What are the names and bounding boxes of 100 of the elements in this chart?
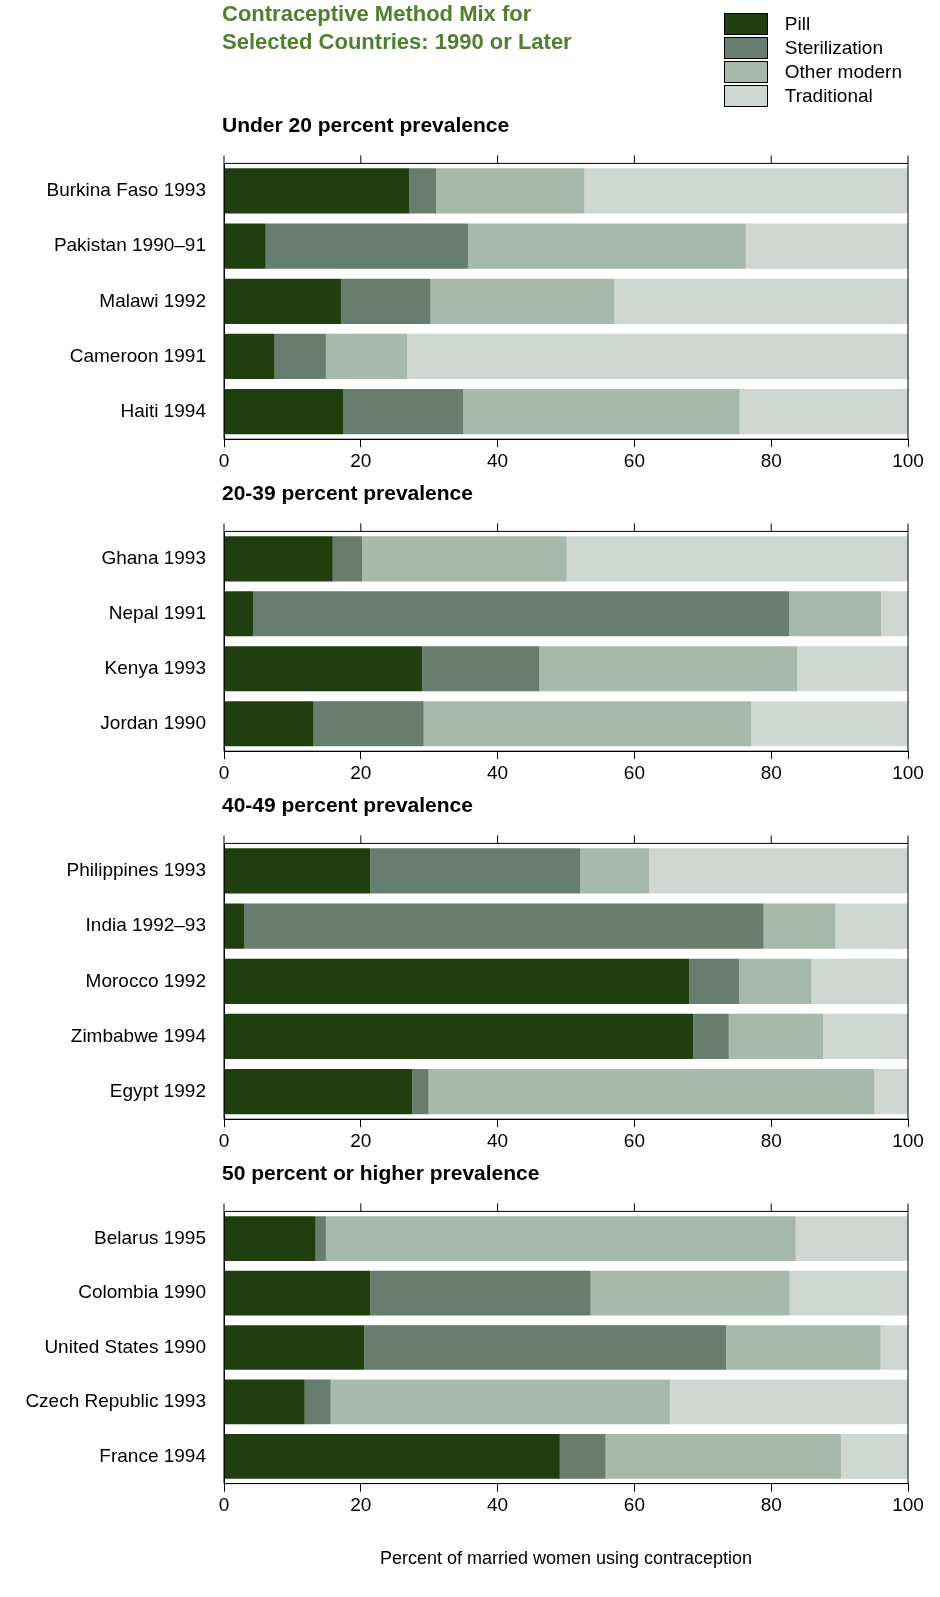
bar [407, 333, 908, 380]
y-tick-label: Haiti 1994 [120, 399, 207, 421]
chart-title: 40-49 percent prevalence [222, 792, 474, 818]
bar [726, 1325, 881, 1370]
bar [362, 536, 567, 582]
y-tick-label: Kenya 1993 [104, 657, 206, 679]
y-tick-label: Pakistan 1990–91 [53, 234, 206, 256]
bar [789, 1270, 908, 1316]
x-tick-label: 60 [623, 761, 645, 783]
bar [224, 536, 333, 582]
bar [669, 1379, 908, 1425]
chart-subtitle: Under 20 percent prevalence [222, 112, 511, 138]
legend-label: Sterilization [784, 37, 883, 59]
bar [325, 1216, 796, 1261]
bar [728, 1013, 824, 1060]
bar [224, 701, 314, 747]
bar [224, 168, 410, 214]
bar [649, 848, 908, 894]
bar [224, 646, 423, 692]
x-tick-label: 60 [623, 1494, 645, 1516]
x-tick-label: 20 [350, 1494, 372, 1516]
bar [412, 1069, 429, 1115]
y-tick-label: Jordan 1990 [100, 711, 206, 733]
bar [315, 1216, 326, 1261]
legend-label: Other modern [784, 61, 902, 83]
y-tick-label: Malawi 1992 [99, 289, 206, 311]
bar [370, 1270, 591, 1316]
bar [313, 701, 424, 747]
y-tick-label: France 1994 [99, 1444, 207, 1466]
bar [224, 1013, 694, 1060]
bar [428, 1069, 875, 1115]
chart-title: 20-39 percent prevalence [222, 480, 474, 506]
bar [224, 1434, 560, 1479]
bar [835, 903, 908, 949]
bar [566, 536, 908, 582]
y-tick-label: Burkina Faso 1993 [46, 179, 206, 201]
y-tick-label: Cameroon 1991 [69, 344, 206, 366]
x-tick-label: 100 [892, 1129, 924, 1151]
bar [605, 1434, 841, 1479]
x-tick-label: 0 [218, 449, 230, 471]
x-tick-label: 60 [623, 1129, 645, 1151]
bar [224, 1379, 305, 1425]
x-tick-label: 20 [350, 1129, 372, 1151]
bar [739, 389, 908, 435]
bar [343, 389, 464, 435]
bar [874, 1069, 908, 1115]
bar [325, 333, 408, 380]
bar [423, 701, 752, 747]
bar [559, 1434, 606, 1479]
bar [468, 223, 746, 269]
x-tick-label: 80 [760, 761, 782, 783]
bar [253, 591, 789, 637]
bar [795, 1216, 908, 1261]
y-tick-label: Belarus 1995 [94, 1226, 206, 1248]
x-axis-title: Percent of married women using contraception [379, 1548, 753, 1569]
bar [224, 333, 275, 380]
bar [840, 1434, 908, 1479]
y-tick-label: United States 1990 [44, 1335, 206, 1357]
bar [811, 958, 908, 1004]
bar [580, 848, 650, 894]
y-tick-label: Czech Republic 1993 [25, 1390, 206, 1412]
bar [689, 958, 740, 1004]
bar [304, 1379, 331, 1425]
bar [224, 958, 690, 1004]
bar [224, 223, 266, 269]
bar [797, 646, 908, 692]
bar [224, 1325, 365, 1370]
bar [340, 278, 431, 324]
bar [739, 958, 812, 1004]
chart-title: 50 percent or higher prevalence [222, 1160, 541, 1186]
bar [436, 168, 585, 214]
y-tick-label: Morocco 1992 [85, 969, 206, 991]
bar [274, 333, 326, 380]
bar [409, 168, 437, 214]
bar [224, 848, 371, 894]
bar [224, 1216, 316, 1261]
legend-label: Traditional [784, 85, 873, 107]
x-tick-label: 80 [760, 1129, 782, 1151]
x-tick-label: 80 [760, 449, 782, 471]
x-tick-label: 80 [760, 1494, 782, 1516]
y-tick-label: India 1992–93 [85, 914, 206, 936]
bar [763, 903, 836, 949]
y-tick-label: Ghana 1993 [101, 547, 206, 569]
bar [788, 591, 882, 637]
y-tick-label: Nepal 1991 [108, 602, 206, 624]
x-tick-label: 40 [487, 449, 509, 471]
bar [244, 903, 764, 949]
y-tick-label: Zimbabwe 1994 [70, 1024, 207, 1046]
bar [751, 701, 908, 747]
x-tick-label: 60 [623, 449, 645, 471]
bar [614, 278, 908, 324]
bar [539, 646, 798, 692]
bar [584, 168, 908, 214]
bar [745, 223, 908, 269]
y-tick-label: Philippines 1993 [66, 859, 206, 881]
bar [265, 223, 469, 269]
bar [880, 1325, 908, 1370]
bar [224, 389, 344, 435]
x-tick-label: 20 [350, 761, 372, 783]
legend-label: Pill [784, 13, 811, 35]
